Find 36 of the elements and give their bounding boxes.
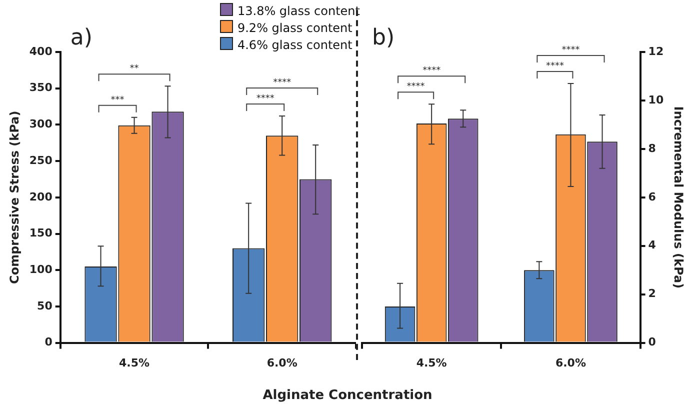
y-tick-label: 100	[29, 262, 53, 276]
x-tick-label: 4.5%	[416, 356, 447, 370]
legend-label: 9.2% glass content	[237, 21, 352, 35]
y2-tick-label: 12	[648, 44, 664, 58]
y2-tick-label: 8	[648, 142, 656, 155]
legend-label: 4.6% glass content	[237, 38, 352, 52]
annotation: ****	[256, 94, 275, 104]
annotation: ****	[406, 82, 426, 92]
y2-tick-label: 0	[648, 336, 656, 349]
y-tick-label: 0	[44, 336, 53, 349]
annotation: ****	[562, 45, 580, 56]
y-tick-label: 50	[37, 299, 53, 312]
y-tick-label: 350	[29, 81, 53, 94]
legend-label: 13.8% glass content	[237, 4, 360, 18]
x-axis-title: Alginate Concentration	[262, 388, 434, 403]
y-tick-label: 400	[29, 44, 53, 58]
y2-tick-label: 10	[648, 93, 664, 106]
annotation: ****	[546, 61, 564, 72]
annotation: ****	[422, 66, 442, 76]
y2-axis-title: Incremental Modulus (kPa)	[672, 106, 686, 289]
text: a)	[70, 26, 92, 51]
x-tick-label: 6.0%	[266, 356, 298, 370]
x-tick-label: 4.5%	[119, 356, 150, 370]
y2-tick-label: 6	[648, 190, 656, 204]
y-axis-title: Compressive Stress (kPa)	[7, 110, 22, 284]
y-tick-label: 200	[29, 190, 53, 204]
annotation: ***	[110, 95, 125, 106]
y-tick-label: 300	[29, 118, 53, 131]
annotation: **	[130, 64, 140, 74]
y2-tick-label: 4	[648, 238, 656, 252]
y-tick-label: 250	[29, 154, 53, 167]
y2-tick-label: 2	[648, 287, 656, 300]
text: b)	[372, 26, 395, 51]
annotation: ****	[273, 78, 292, 88]
x-tick-label: 6.0%	[555, 356, 586, 370]
y-tick-label: 150	[29, 226, 53, 240]
